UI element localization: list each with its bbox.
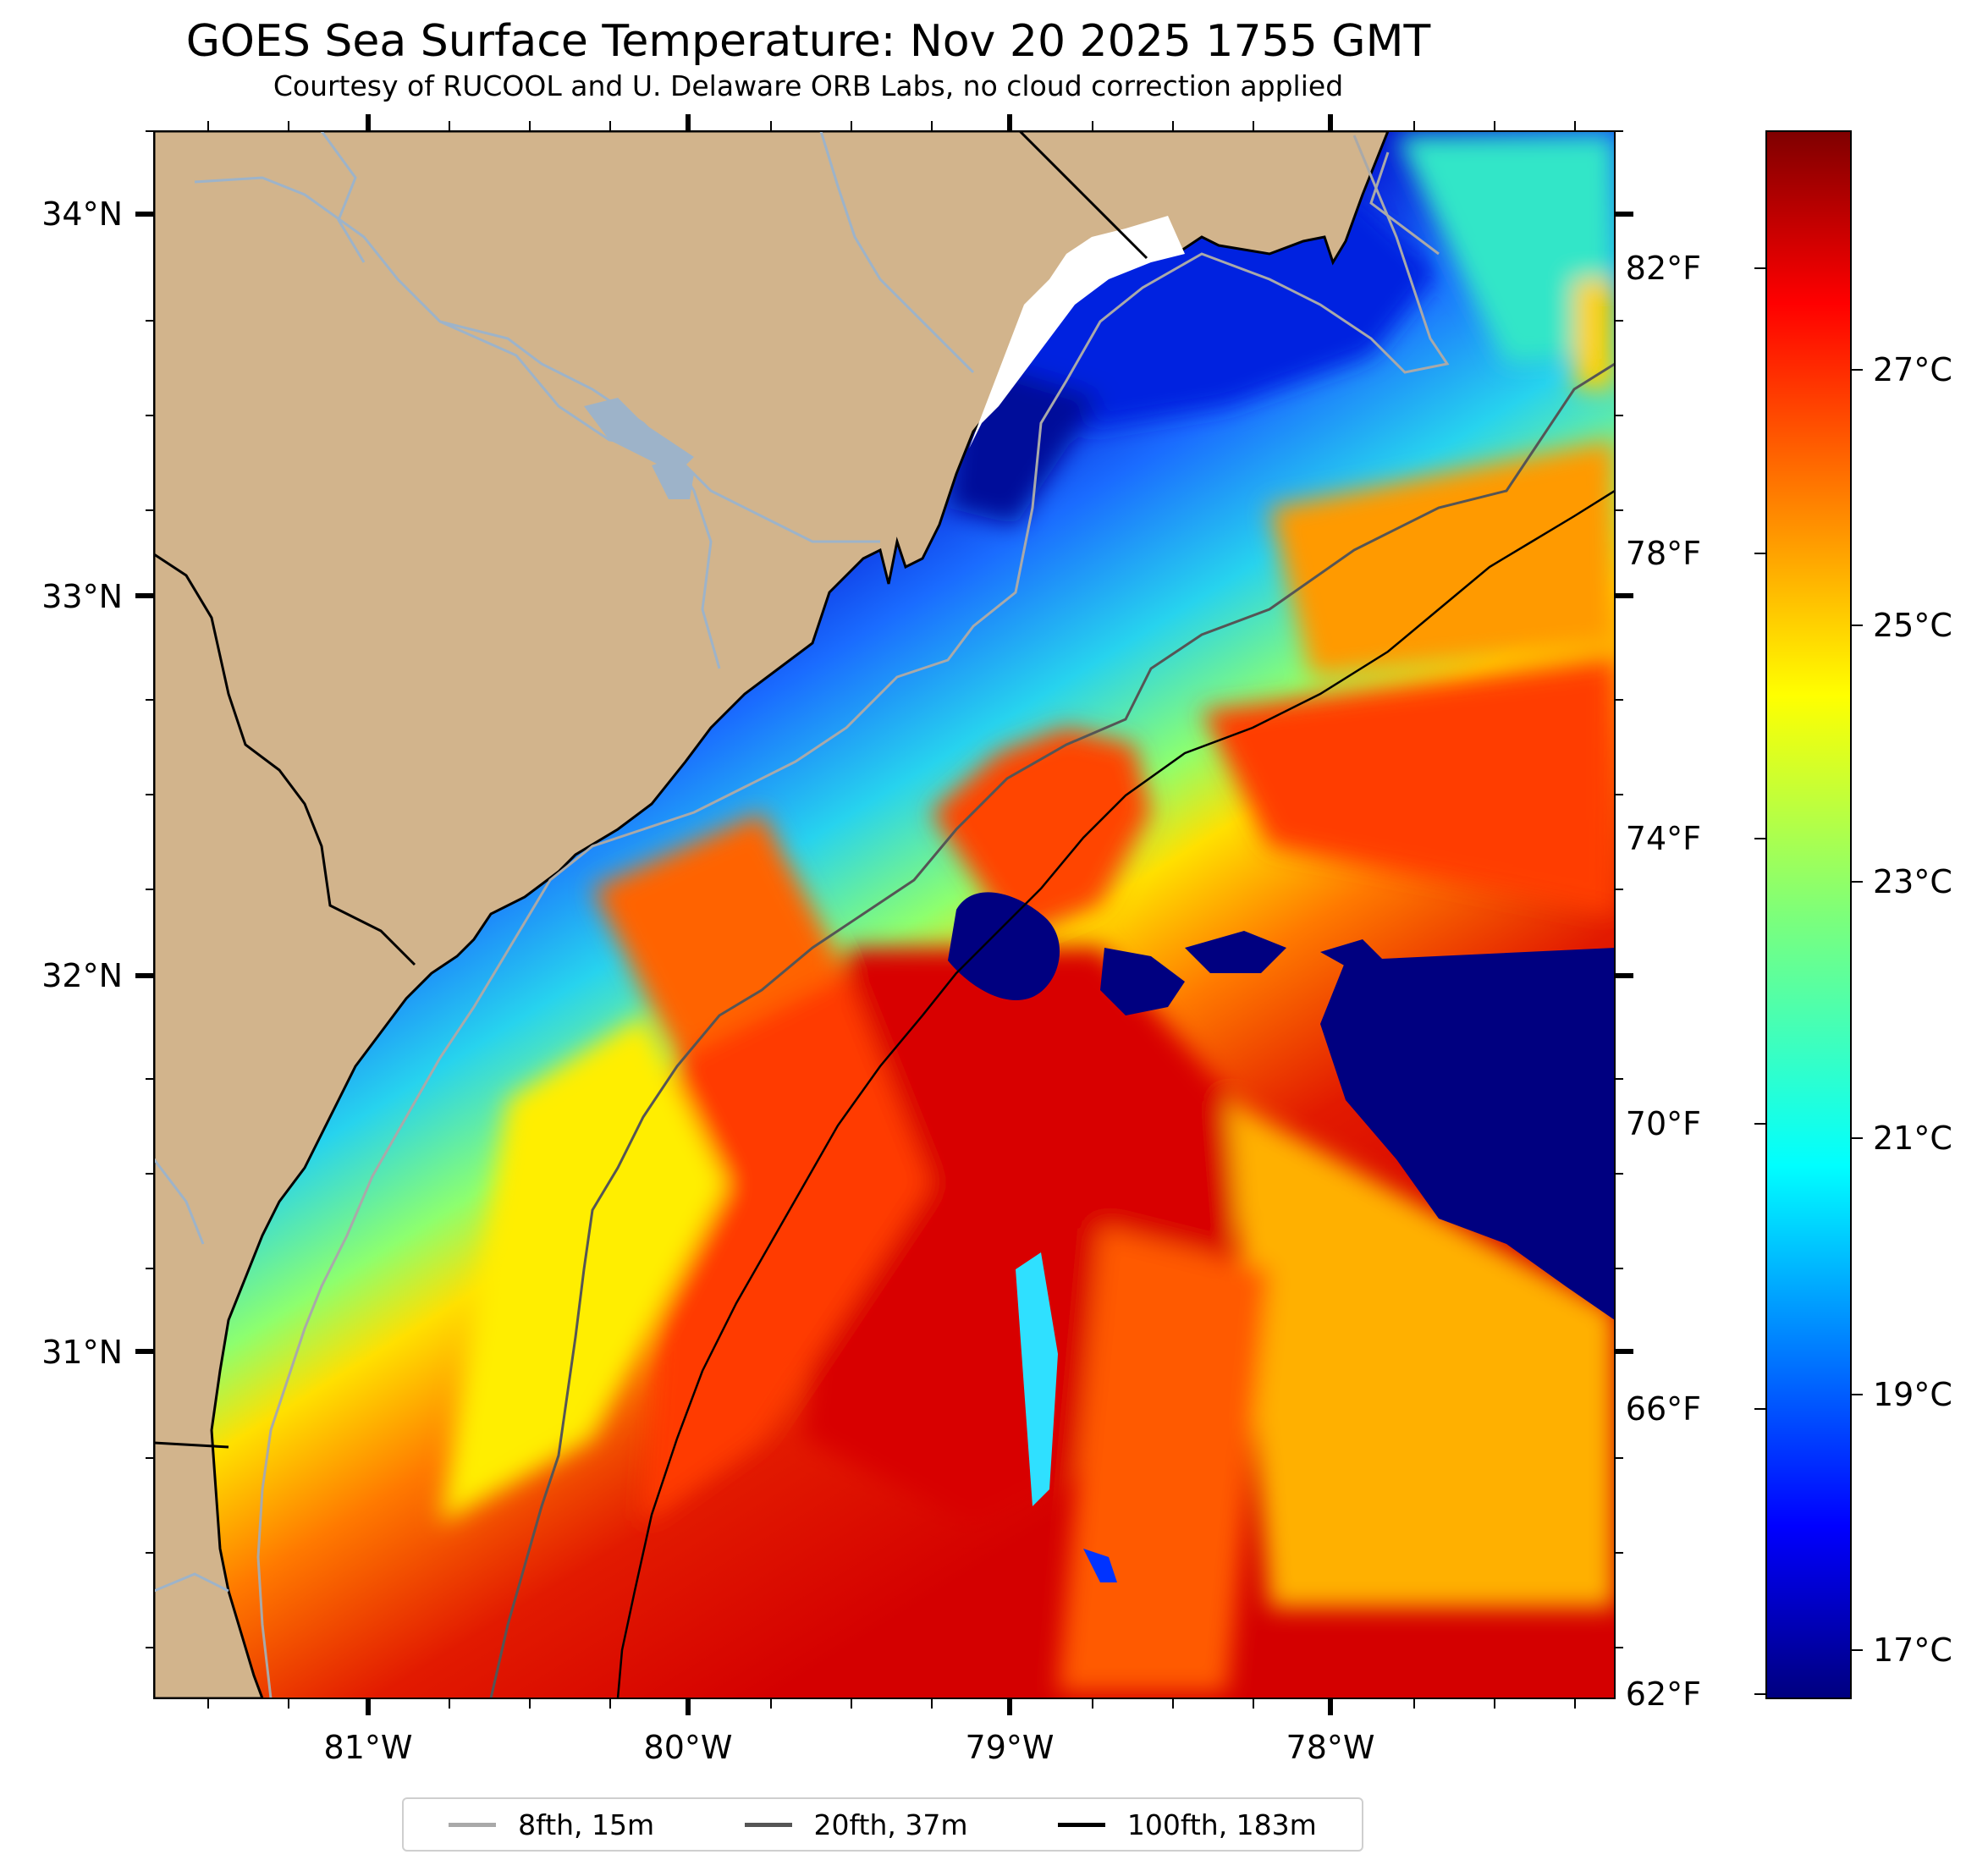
legend-swatch-20fth bbox=[744, 1822, 792, 1827]
lon-label-81w: 81°W bbox=[324, 1729, 413, 1766]
isobath-100fth bbox=[616, 489, 1615, 1698]
sst-features bbox=[440, 135, 1615, 1692]
cbar-f-78: 78°F bbox=[1626, 535, 1701, 572]
legend-item-20fth: 20fth, 37m bbox=[744, 1808, 968, 1841]
cbar-c-23: 23°C bbox=[1873, 863, 1952, 900]
lat-label-34n: 34°N bbox=[41, 195, 123, 233]
cbar-f-82: 82°F bbox=[1626, 250, 1701, 287]
chart-subtitle: Courtesy of RUCOOL and U. Delaware ORB L… bbox=[273, 69, 1344, 102]
lon-label-80w: 80°W bbox=[644, 1729, 733, 1766]
cbar-f-62: 62°F bbox=[1626, 1676, 1701, 1713]
rivers bbox=[154, 131, 975, 1593]
legend-swatch-100fth bbox=[1057, 1822, 1105, 1827]
colorbar-ticks bbox=[1754, 267, 1863, 1695]
chart-title: GOES Sea Surface Temperature: Nov 20 202… bbox=[185, 16, 1431, 67]
legend-item-100fth: 100fth, 183m bbox=[1057, 1808, 1317, 1841]
state-borders bbox=[154, 131, 1148, 1449]
cbar-c-19: 19°C bbox=[1873, 1376, 1952, 1413]
lon-label-78w: 78°W bbox=[1286, 1729, 1375, 1766]
cbar-f-66: 66°F bbox=[1626, 1390, 1701, 1428]
colorbar bbox=[1765, 130, 1852, 1699]
reservoir bbox=[584, 398, 694, 499]
legend-label-20fth: 20fth, 37m bbox=[813, 1808, 968, 1841]
map-frame bbox=[153, 130, 1616, 1699]
legend-label-8fth: 8fth, 15m bbox=[518, 1808, 655, 1841]
map-area bbox=[154, 131, 1615, 1698]
cbar-c-27: 27°C bbox=[1873, 351, 1952, 388]
lon-label-79w: 79°W bbox=[966, 1729, 1055, 1766]
cold-water-mass bbox=[1320, 948, 1615, 1320]
isobath-8fth bbox=[256, 135, 1450, 1698]
lat-label-33n: 33°N bbox=[41, 578, 123, 615]
cbar-c-17: 17°C bbox=[1873, 1632, 1952, 1669]
barrier-islands bbox=[969, 216, 1185, 448]
cbar-c-25: 25°C bbox=[1873, 607, 1952, 644]
cold-filament bbox=[948, 892, 1615, 1582]
cbar-f-70: 70°F bbox=[1626, 1105, 1701, 1142]
isobath-20fth bbox=[489, 362, 1615, 1698]
legend-item-8fth: 8fth, 15m bbox=[449, 1808, 654, 1841]
legend-label-100fth: 100fth, 183m bbox=[1126, 1808, 1317, 1841]
longitude-ticks bbox=[207, 114, 1576, 1715]
cbar-f-74: 74°F bbox=[1626, 820, 1701, 857]
lat-label-32n: 32°N bbox=[41, 957, 123, 994]
legend-swatch-8fth bbox=[449, 1822, 497, 1827]
isobath-legend: 8fth, 15m 20fth, 37m 100fth, 183m bbox=[402, 1797, 1363, 1852]
latitude-ticks bbox=[135, 130, 1633, 1648]
lat-label-31n: 31°N bbox=[41, 1334, 123, 1371]
cbar-c-21: 21°C bbox=[1873, 1120, 1952, 1157]
